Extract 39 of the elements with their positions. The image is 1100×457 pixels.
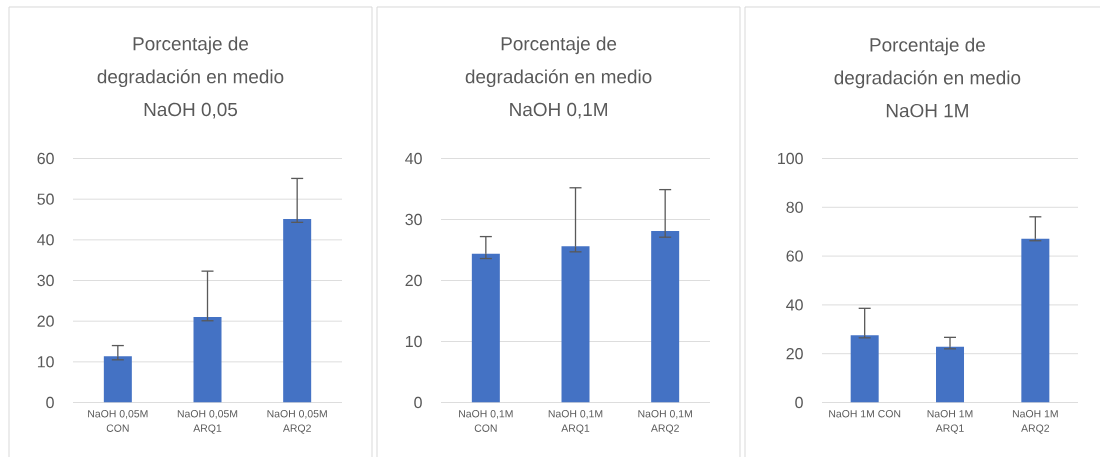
bar: [283, 219, 312, 403]
y-tick-label: 40: [37, 234, 54, 246]
y-tick-label: 10: [405, 335, 422, 348]
bar: [193, 317, 222, 403]
chart-title: Porcentaje de degradación en medio NaOH 0,1M: [465, 36, 652, 119]
y-tick-label: 80: [786, 201, 803, 213]
chart-title: Porcentaje de degradación en medio NaOH 1M: [834, 37, 1021, 118]
y-tick-label: 20: [405, 274, 422, 287]
bar: [103, 356, 132, 403]
bar: [936, 346, 965, 403]
x-tick-label: NaOH 1M CON: [829, 410, 901, 418]
x-tick-label: NaOH 1M ARQ1: [927, 410, 973, 434]
bar: [561, 246, 590, 403]
x-tick-label: NaOH 0,05M ARQ2: [267, 410, 327, 434]
y-tick-label: 0: [795, 396, 803, 409]
y-tick-label: 60: [786, 250, 803, 262]
x-tick-label: NaOH 0,05M ARQ1: [177, 410, 238, 434]
y-tick-label: 30: [405, 213, 422, 226]
y-tick-label: 0: [46, 396, 54, 409]
x-tick-label: NaOH 1M ARQ2: [1012, 410, 1058, 434]
y-tick-label: 40: [405, 152, 422, 165]
chart-title: Porcentaje de degradación en medio NaOH 0,05: [97, 36, 284, 119]
bar: [850, 335, 879, 403]
x-tick-label: NaOH 0,05M CON: [88, 410, 148, 432]
bar: [651, 231, 680, 403]
x-tick-label: NaOH 0,1M CON: [459, 410, 513, 432]
y-tick-label: 50: [37, 193, 54, 205]
y-tick-label: 30: [37, 274, 54, 287]
y-tick-label: 20: [786, 348, 803, 360]
x-tick-label: NaOH 0,1M ARQ2: [638, 410, 692, 434]
y-tick-label: 100: [778, 152, 803, 165]
y-tick-label: 40: [786, 299, 803, 311]
bar: [471, 253, 500, 403]
y-tick-label: 60: [37, 152, 54, 165]
y-tick-label: 0: [414, 396, 422, 409]
y-tick-label: 10: [37, 356, 54, 368]
y-tick-label: 20: [37, 315, 54, 327]
x-tick-label: NaOH 0,1M ARQ1: [548, 410, 603, 434]
bar: [1021, 238, 1050, 403]
